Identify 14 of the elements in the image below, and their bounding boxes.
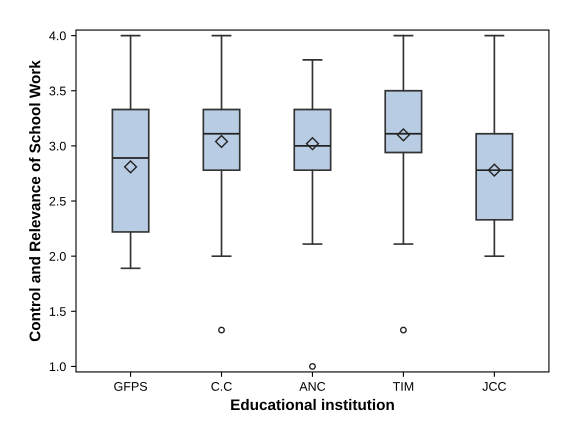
x-tick-label: GFPS — [114, 382, 148, 391]
y-axis-title: Control and Relevance of School Work — [29, 60, 40, 342]
x-tick-label: JCC — [482, 382, 506, 391]
y-tick-label: 2.5 — [50, 196, 66, 206]
y-tick-label: 2.0 — [50, 252, 66, 261]
y-tick-label: 3.5 — [49, 86, 66, 96]
x-tick-label: C.C — [211, 382, 232, 391]
y-tick-label: 1.0 — [50, 362, 66, 372]
x-axis-title: Educational institution — [231, 398, 394, 410]
y-tick-label: 1.5 — [50, 307, 66, 316]
x-tick-label: ANC — [299, 382, 326, 391]
y-tick-label: 4.0 — [49, 31, 66, 40]
y-tick-label: 3.0 — [49, 142, 66, 151]
x-tick-label: TIM — [392, 382, 414, 391]
